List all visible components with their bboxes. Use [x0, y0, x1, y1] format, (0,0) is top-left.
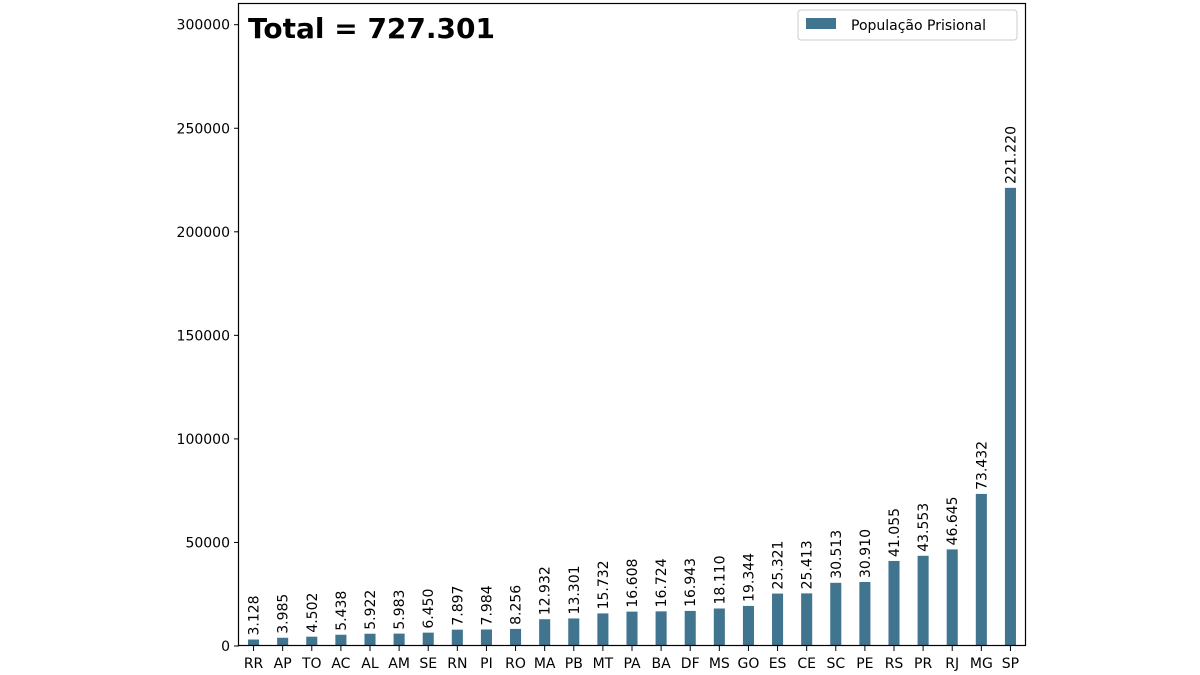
- x-tick-label-ma: MA: [534, 656, 556, 672]
- bar-pi: [480, 629, 492, 646]
- bar-value-label-ce: 25.413: [800, 540, 816, 589]
- x-tick-label-pr: PR: [914, 656, 932, 672]
- x-tick-label-ac: AC: [331, 656, 350, 672]
- bar-value-label-rs: 41.055: [887, 508, 903, 557]
- bar-ms: [713, 608, 725, 646]
- bar-value-label-mg: 73.432: [974, 441, 990, 490]
- bar-ap: [277, 637, 289, 646]
- y-tick-label-200000: 200000: [177, 225, 230, 241]
- x-tick-label-to: TO: [301, 656, 322, 672]
- bar-pb: [568, 618, 580, 646]
- bar-rj: [946, 549, 958, 646]
- x-tick-label-rn: RN: [447, 656, 467, 672]
- x-tick-label-mg: MG: [970, 656, 993, 672]
- bar-rn: [451, 629, 463, 646]
- bar-pe: [859, 581, 871, 646]
- bar-to: [306, 636, 318, 646]
- y-tick-label-300000: 300000: [177, 18, 230, 34]
- bar-value-label-se: 6.450: [421, 589, 437, 629]
- bar-al: [364, 633, 376, 646]
- y-tick-label-150000: 150000: [177, 328, 230, 344]
- x-tick-label-sc: SC: [826, 656, 845, 672]
- y-tick-label-0: 0: [221, 639, 230, 655]
- x-tick-label-ms: MS: [709, 656, 730, 672]
- bar-ac: [335, 634, 347, 646]
- bar-value-label-rj: 46.645: [945, 496, 961, 545]
- bar-go: [742, 605, 754, 646]
- bar-value-label-al: 5.922: [363, 590, 379, 630]
- x-tick-label-df: DF: [681, 656, 700, 672]
- x-tick-label-al: AL: [361, 656, 379, 672]
- x-tick-label-pb: PB: [565, 656, 583, 672]
- bar-value-label-pi: 7.984: [479, 585, 495, 625]
- x-tick-label-ba: BA: [652, 656, 672, 672]
- x-tick-label-rs: RS: [885, 656, 904, 672]
- bar-value-label-rn: 7.897: [450, 586, 466, 626]
- bar-value-label-ba: 16.724: [654, 558, 670, 607]
- bars-layer: [248, 187, 1016, 646]
- x-tick-label-sp: SP: [1002, 656, 1019, 672]
- bar-value-label-sp: 221.220: [1003, 126, 1019, 184]
- bar-ce: [801, 593, 813, 646]
- x-tick-label-pi: PI: [480, 656, 493, 672]
- legend-box: [797, 9, 1018, 41]
- y-tick-label-50000: 50000: [185, 535, 230, 551]
- x-tick-label-es: ES: [769, 656, 787, 672]
- bar-mg: [975, 493, 987, 646]
- bar-rs: [888, 560, 900, 646]
- bar-value-label-ma: 12.932: [538, 566, 554, 615]
- bar-value-label-rr: 3.128: [247, 595, 263, 635]
- legend-label: População Prisional: [851, 18, 986, 34]
- bar-ma: [539, 619, 551, 646]
- legend-swatch: [806, 18, 836, 29]
- bar-am: [393, 633, 405, 646]
- bar-sc: [830, 582, 842, 646]
- x-tick-label-ro: RO: [505, 656, 526, 672]
- bar-value-label-mt: 15.732: [596, 560, 612, 609]
- x-tick-label-ap: AP: [274, 656, 292, 672]
- bar-pa: [626, 611, 638, 646]
- bar-value-label-ms: 18.110: [712, 555, 728, 604]
- bar-pr: [917, 555, 929, 646]
- bar-value-label-go: 19.344: [741, 553, 757, 602]
- bar-value-label-pr: 43.553: [916, 503, 932, 552]
- x-tick-label-se: SE: [419, 656, 437, 672]
- bar-sp: [1004, 187, 1016, 646]
- bar-value-label-to: 4.502: [305, 593, 321, 633]
- bar-value-label-df: 16.943: [683, 558, 699, 607]
- x-tick-label-pa: PA: [623, 656, 641, 672]
- total-annotation: Total = 727.301: [248, 12, 495, 45]
- x-tick-label-rr: RR: [244, 656, 264, 672]
- bar-value-label-sc: 30.513: [829, 530, 845, 579]
- bar-se: [422, 632, 434, 646]
- plot-frame: [237, 2, 1027, 647]
- bar-value-label-es: 25.321: [771, 541, 787, 590]
- bar-df: [684, 610, 696, 646]
- x-axis: RR AP TO AC AL AM SE RN PI RO MA PB MT PA BA DF MS GO ES CE…: [244, 646, 1019, 672]
- bar-rr: [248, 639, 260, 646]
- bar-ba: [655, 611, 667, 646]
- y-axis: 0 50000 100000 150000 200000 250000 300000: [177, 18, 239, 655]
- x-tick-label-rj: RJ: [945, 656, 959, 672]
- bar-value-label-ro: 8.256: [509, 585, 525, 625]
- bar-value-label-pe: 30.910: [858, 529, 874, 578]
- x-tick-label-mt: MT: [593, 656, 614, 672]
- bar-labels-layer: 3.128 3.985 4.502 5.438 5.922 5.983 6.450 7.897…: [247, 126, 1020, 636]
- y-tick-label-250000: 250000: [177, 121, 230, 137]
- bar-mt: [597, 613, 609, 646]
- bar-value-label-pb: 13.301: [567, 565, 583, 614]
- bar-es: [772, 593, 784, 646]
- x-tick-label-am: AM: [388, 656, 410, 672]
- x-tick-label-ce: CE: [797, 656, 816, 672]
- bar-value-label-pa: 16.608: [625, 559, 641, 608]
- bar-ro: [510, 628, 522, 646]
- x-tick-label-pe: PE: [856, 656, 873, 672]
- x-tick-label-go: GO: [738, 656, 760, 672]
- y-tick-label-100000: 100000: [177, 432, 230, 448]
- bar-value-label-ap: 3.985: [276, 594, 292, 634]
- bar-value-label-am: 5.983: [392, 590, 408, 630]
- bar-value-label-ac: 5.438: [334, 591, 350, 631]
- legend: População Prisional: [797, 9, 1018, 41]
